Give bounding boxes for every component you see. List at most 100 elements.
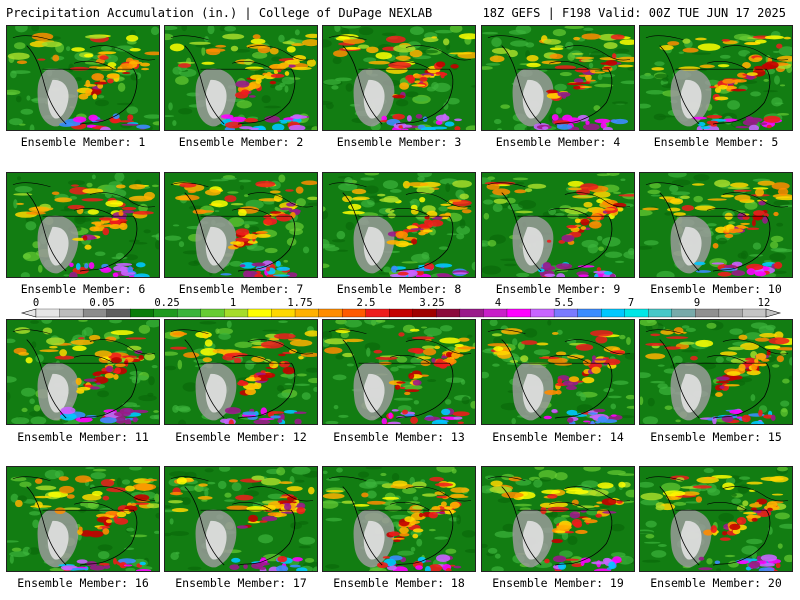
colorbar-cell [106, 308, 131, 318]
ensemble-map-panel [322, 25, 476, 131]
colorbar-cell [200, 308, 225, 318]
ensemble-member-label: Ensemble Member: 5 [653, 135, 779, 149]
ensemble-map-panel [322, 172, 476, 278]
ensemble-member-label: Ensemble Member: 3 [336, 135, 462, 149]
colorbar-tick-label: 3.25 [419, 297, 445, 309]
colorbar-tick-label: 12 [757, 297, 771, 309]
ensemble-member-label: Ensemble Member: 18 [333, 576, 465, 590]
ensemble-map-panel [639, 319, 793, 425]
colorbar-cell [341, 308, 367, 318]
ensemble-member-label: Ensemble Member: 20 [650, 576, 782, 590]
colorbar-cell [412, 308, 437, 318]
colorbar-cell [82, 308, 108, 318]
precip-map [482, 26, 634, 130]
precip-map [323, 26, 475, 130]
precip-map [482, 467, 634, 571]
ensemble-map-panel [481, 172, 635, 278]
colorbar-cell [130, 308, 155, 318]
ensemble-map-panel [639, 172, 793, 278]
ensemble-member-label: Ensemble Member: 9 [495, 282, 621, 296]
precip-map [323, 320, 475, 424]
colorbar-cell [718, 308, 743, 318]
ensemble-map-panel [322, 466, 476, 572]
ensemble-map-panel [639, 25, 793, 131]
colorbar-cell [224, 308, 249, 318]
precip-map [323, 173, 475, 277]
ensemble-member-label: Ensemble Member: 7 [178, 282, 304, 296]
colorbar-cell [671, 308, 696, 318]
ensemble-map-panel [322, 319, 476, 425]
colorbar-cell [459, 308, 484, 318]
ensemble-member-label: Ensemble Member: 16 [17, 576, 149, 590]
colorbar-left-arrow [20, 308, 37, 318]
colorbar-cell [483, 308, 508, 318]
precip-map [7, 173, 159, 277]
ensemble-member-label: Ensemble Member: 14 [492, 430, 624, 444]
colorbar-cell [365, 308, 390, 318]
ensemble-member-label: Ensemble Member: 13 [333, 430, 465, 444]
ensemble-map-panel [6, 319, 160, 425]
colorbar-cell [648, 308, 673, 318]
ensemble-member-label: Ensemble Member: 12 [175, 430, 307, 444]
ensemble-map-panel [481, 319, 635, 425]
colorbar-tick-label: 1.75 [287, 297, 313, 309]
colorbar-cell [271, 308, 296, 318]
ensemble-map-panel [164, 466, 318, 572]
ensemble-member-label: Ensemble Member: 19 [492, 576, 624, 590]
ensemble-member-label: Ensemble Member: 15 [650, 430, 782, 444]
precip-map [165, 26, 317, 130]
colorbar-cell [742, 308, 767, 318]
precip-map [7, 467, 159, 571]
colorbar-cell [35, 308, 61, 318]
colorbar-cell [247, 308, 272, 318]
precip-map [165, 173, 317, 277]
colorbar-cell [553, 308, 579, 318]
colorbar-cell [59, 308, 84, 318]
colorbar-cell [153, 308, 178, 318]
colorbar-cell [318, 308, 343, 318]
precip-map [323, 467, 475, 571]
ensemble-map-panel [481, 466, 635, 572]
ensemble-member-label: Ensemble Member: 4 [495, 135, 621, 149]
precip-map [640, 467, 792, 571]
colorbar-cell [294, 308, 320, 318]
colorbar-tick-label: 7 [627, 297, 635, 309]
colorbar-cell [530, 308, 555, 318]
map-title: Precipitation Accumulation (in.) | Colle… [6, 6, 433, 20]
precip-map [640, 26, 792, 130]
colorbar-cell [577, 308, 602, 318]
ensemble-map-panel [164, 25, 318, 131]
ensemble-member-label: Ensemble Member: 11 [17, 430, 149, 444]
precip-map [165, 320, 317, 424]
colorbar-tick-label: 0.25 [154, 297, 180, 309]
colorbar-tick-label: 0 [32, 297, 40, 309]
precip-map [640, 320, 792, 424]
precip-map [165, 467, 317, 571]
colorbar-cell [177, 308, 202, 318]
ensemble-map-panel [639, 466, 793, 572]
precip-map [640, 173, 792, 277]
precip-map [482, 320, 634, 424]
colorbar-right-arrow [765, 308, 782, 318]
ensemble-map-panel [6, 172, 160, 278]
colorbar-cell [389, 308, 414, 318]
ensemble-map-panel [6, 25, 160, 131]
colorbar-tick-label: 9 [693, 297, 701, 309]
colorbar-cell [436, 308, 461, 318]
ensemble-map-panel [6, 466, 160, 572]
colorbar-tick-label: 2.5 [356, 297, 376, 309]
ensemble-member-label: Ensemble Member: 6 [20, 282, 146, 296]
precip-map [482, 173, 634, 277]
precip-map [7, 26, 159, 130]
colorbar-tick-label: 1 [229, 297, 237, 309]
colorbar-cell [695, 308, 720, 318]
ensemble-member-label: Ensemble Member: 8 [336, 282, 462, 296]
ensemble-member-label: Ensemble Member: 10 [650, 282, 782, 296]
precip-map [7, 320, 159, 424]
colorbar-cell [601, 308, 626, 318]
colorbar-cell [506, 308, 531, 318]
ensemble-map-panel [164, 172, 318, 278]
ensemble-map-panel [481, 25, 635, 131]
colorbar-cell [624, 308, 649, 318]
ensemble-member-label: Ensemble Member: 2 [178, 135, 304, 149]
